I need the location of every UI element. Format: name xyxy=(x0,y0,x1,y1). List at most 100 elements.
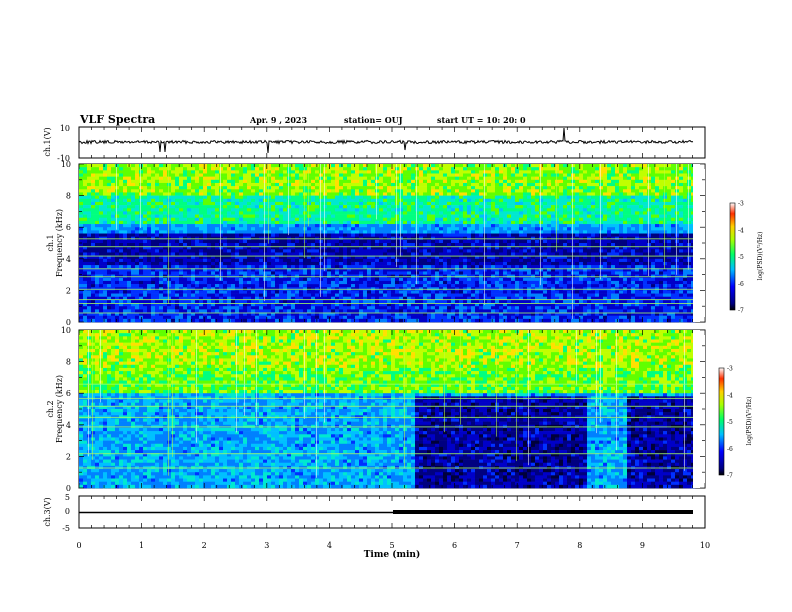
spectrogram-cell xyxy=(87,318,92,323)
spectrogram-cell xyxy=(467,198,472,203)
spectrogram-cell xyxy=(95,261,100,266)
spectrogram-cell xyxy=(95,293,100,298)
spectrogram-cell xyxy=(83,306,88,310)
spectrogram-cell xyxy=(323,214,328,219)
spectrogram-cell xyxy=(107,299,112,304)
spectrogram-cell xyxy=(91,255,96,260)
spectrogram-cell xyxy=(143,217,148,222)
spectrogram-cell xyxy=(211,186,216,190)
spectrogram-cell xyxy=(451,224,456,228)
spectrogram-cell xyxy=(135,173,140,177)
spectrogram-cell xyxy=(219,182,224,187)
spectrogram-cell xyxy=(83,205,88,209)
spectrogram-cell xyxy=(311,227,316,231)
spectrogram-cell xyxy=(379,179,384,184)
spectrogram-cell xyxy=(267,186,272,190)
spectrogram-cell xyxy=(163,224,168,228)
spectrogram-cell xyxy=(79,195,84,200)
spectrogram-cell xyxy=(195,201,200,206)
spectrogram-cell xyxy=(395,208,400,212)
spectrogram-cell xyxy=(299,258,304,263)
spectrogram-cell xyxy=(123,182,128,187)
spectrogram-cell xyxy=(159,243,164,247)
spectrogram-cell xyxy=(291,192,296,196)
spectrogram-cell xyxy=(343,214,348,219)
spectrogram-cell xyxy=(339,296,344,301)
spectrogram-cell xyxy=(359,290,364,294)
spectrogram-cell xyxy=(319,315,324,320)
spectrogram-cell xyxy=(367,271,372,275)
spectrogram-cell xyxy=(279,195,284,200)
spectrogram-cell xyxy=(163,265,168,269)
spectrogram-cell xyxy=(235,318,240,323)
spectrogram-cell xyxy=(463,284,468,288)
spectrogram-cell xyxy=(239,252,244,256)
spectrogram-cell xyxy=(119,224,124,228)
spectrogram-cell xyxy=(119,189,124,193)
spectrogram-cell xyxy=(407,243,412,247)
spectrogram-cell xyxy=(315,261,320,266)
spectrogram-cell xyxy=(123,198,128,203)
spectrogram-cell xyxy=(459,195,464,200)
spectrogram-cell xyxy=(271,249,276,253)
spectrogram-cell xyxy=(203,252,208,256)
spectrogram-cell xyxy=(443,198,448,203)
spectrogram-cell xyxy=(255,164,260,168)
spectrogram-cell xyxy=(363,309,368,313)
spectrogram-cell xyxy=(171,233,176,237)
spectrogram-cell xyxy=(367,167,372,171)
spectrogram-cell xyxy=(243,261,248,266)
spectrogram-cell xyxy=(147,296,152,301)
spectrogram-cell xyxy=(127,312,132,316)
spectrogram-cell xyxy=(347,271,352,275)
spectrogram-cell xyxy=(335,224,340,228)
spectrogram-cell xyxy=(163,284,168,288)
spectrogram-cell xyxy=(103,233,108,237)
spectrogram-cell xyxy=(247,255,252,260)
spectrogram-cell xyxy=(319,293,324,298)
spectrogram-cell xyxy=(179,205,184,209)
spectrogram-cell xyxy=(87,315,92,320)
spectrogram-cell xyxy=(459,290,464,294)
spectrogram-cell xyxy=(391,195,396,200)
spectrogram-cell xyxy=(447,303,452,307)
spectrogram-cell xyxy=(435,227,440,231)
spectrogram-cell xyxy=(319,243,324,247)
spectrogram-cell xyxy=(455,255,460,260)
spectrogram-cell xyxy=(391,303,396,307)
spectrogram-cell xyxy=(107,290,112,294)
spectrogram-cell xyxy=(463,176,468,181)
spectrogram-cell xyxy=(179,211,184,215)
spectrogram-cell xyxy=(151,173,156,177)
spectrogram-cell xyxy=(187,195,192,200)
spectrogram-cell xyxy=(411,189,416,193)
spectrogram-cell xyxy=(331,176,336,181)
sferic-streak xyxy=(396,164,397,268)
spectrogram-cell xyxy=(423,186,428,190)
spectrogram-cell xyxy=(223,176,228,181)
spectrogram-cell xyxy=(467,201,472,206)
spectrogram-cell xyxy=(163,167,168,171)
spectrogram-cell xyxy=(447,243,452,247)
spectrogram-cell xyxy=(443,227,448,231)
spectrogram-cell xyxy=(83,268,88,272)
spectrogram-cell xyxy=(423,164,428,168)
spectrogram-cell xyxy=(219,280,224,285)
spectrogram-cell xyxy=(295,211,300,215)
spectrogram-cell xyxy=(211,261,216,266)
spectrogram-cell xyxy=(279,179,284,184)
spectrogram-cell xyxy=(279,224,284,228)
spectrogram-cell xyxy=(455,306,460,310)
spectrogram-cell xyxy=(263,164,268,168)
spectrogram-cell xyxy=(175,315,180,320)
spectrogram-cell xyxy=(343,224,348,228)
spectrogram-cell xyxy=(111,246,116,250)
spectrogram-cell xyxy=(203,249,208,253)
spectrogram-cell xyxy=(319,312,324,316)
spectrogram-cell xyxy=(467,167,472,171)
spectrogram-cell xyxy=(227,271,232,275)
spectrogram-cell xyxy=(295,249,300,253)
spectrogram-cell xyxy=(331,201,336,206)
spectrogram-cell xyxy=(295,306,300,310)
spectrogram-cell xyxy=(159,217,164,222)
